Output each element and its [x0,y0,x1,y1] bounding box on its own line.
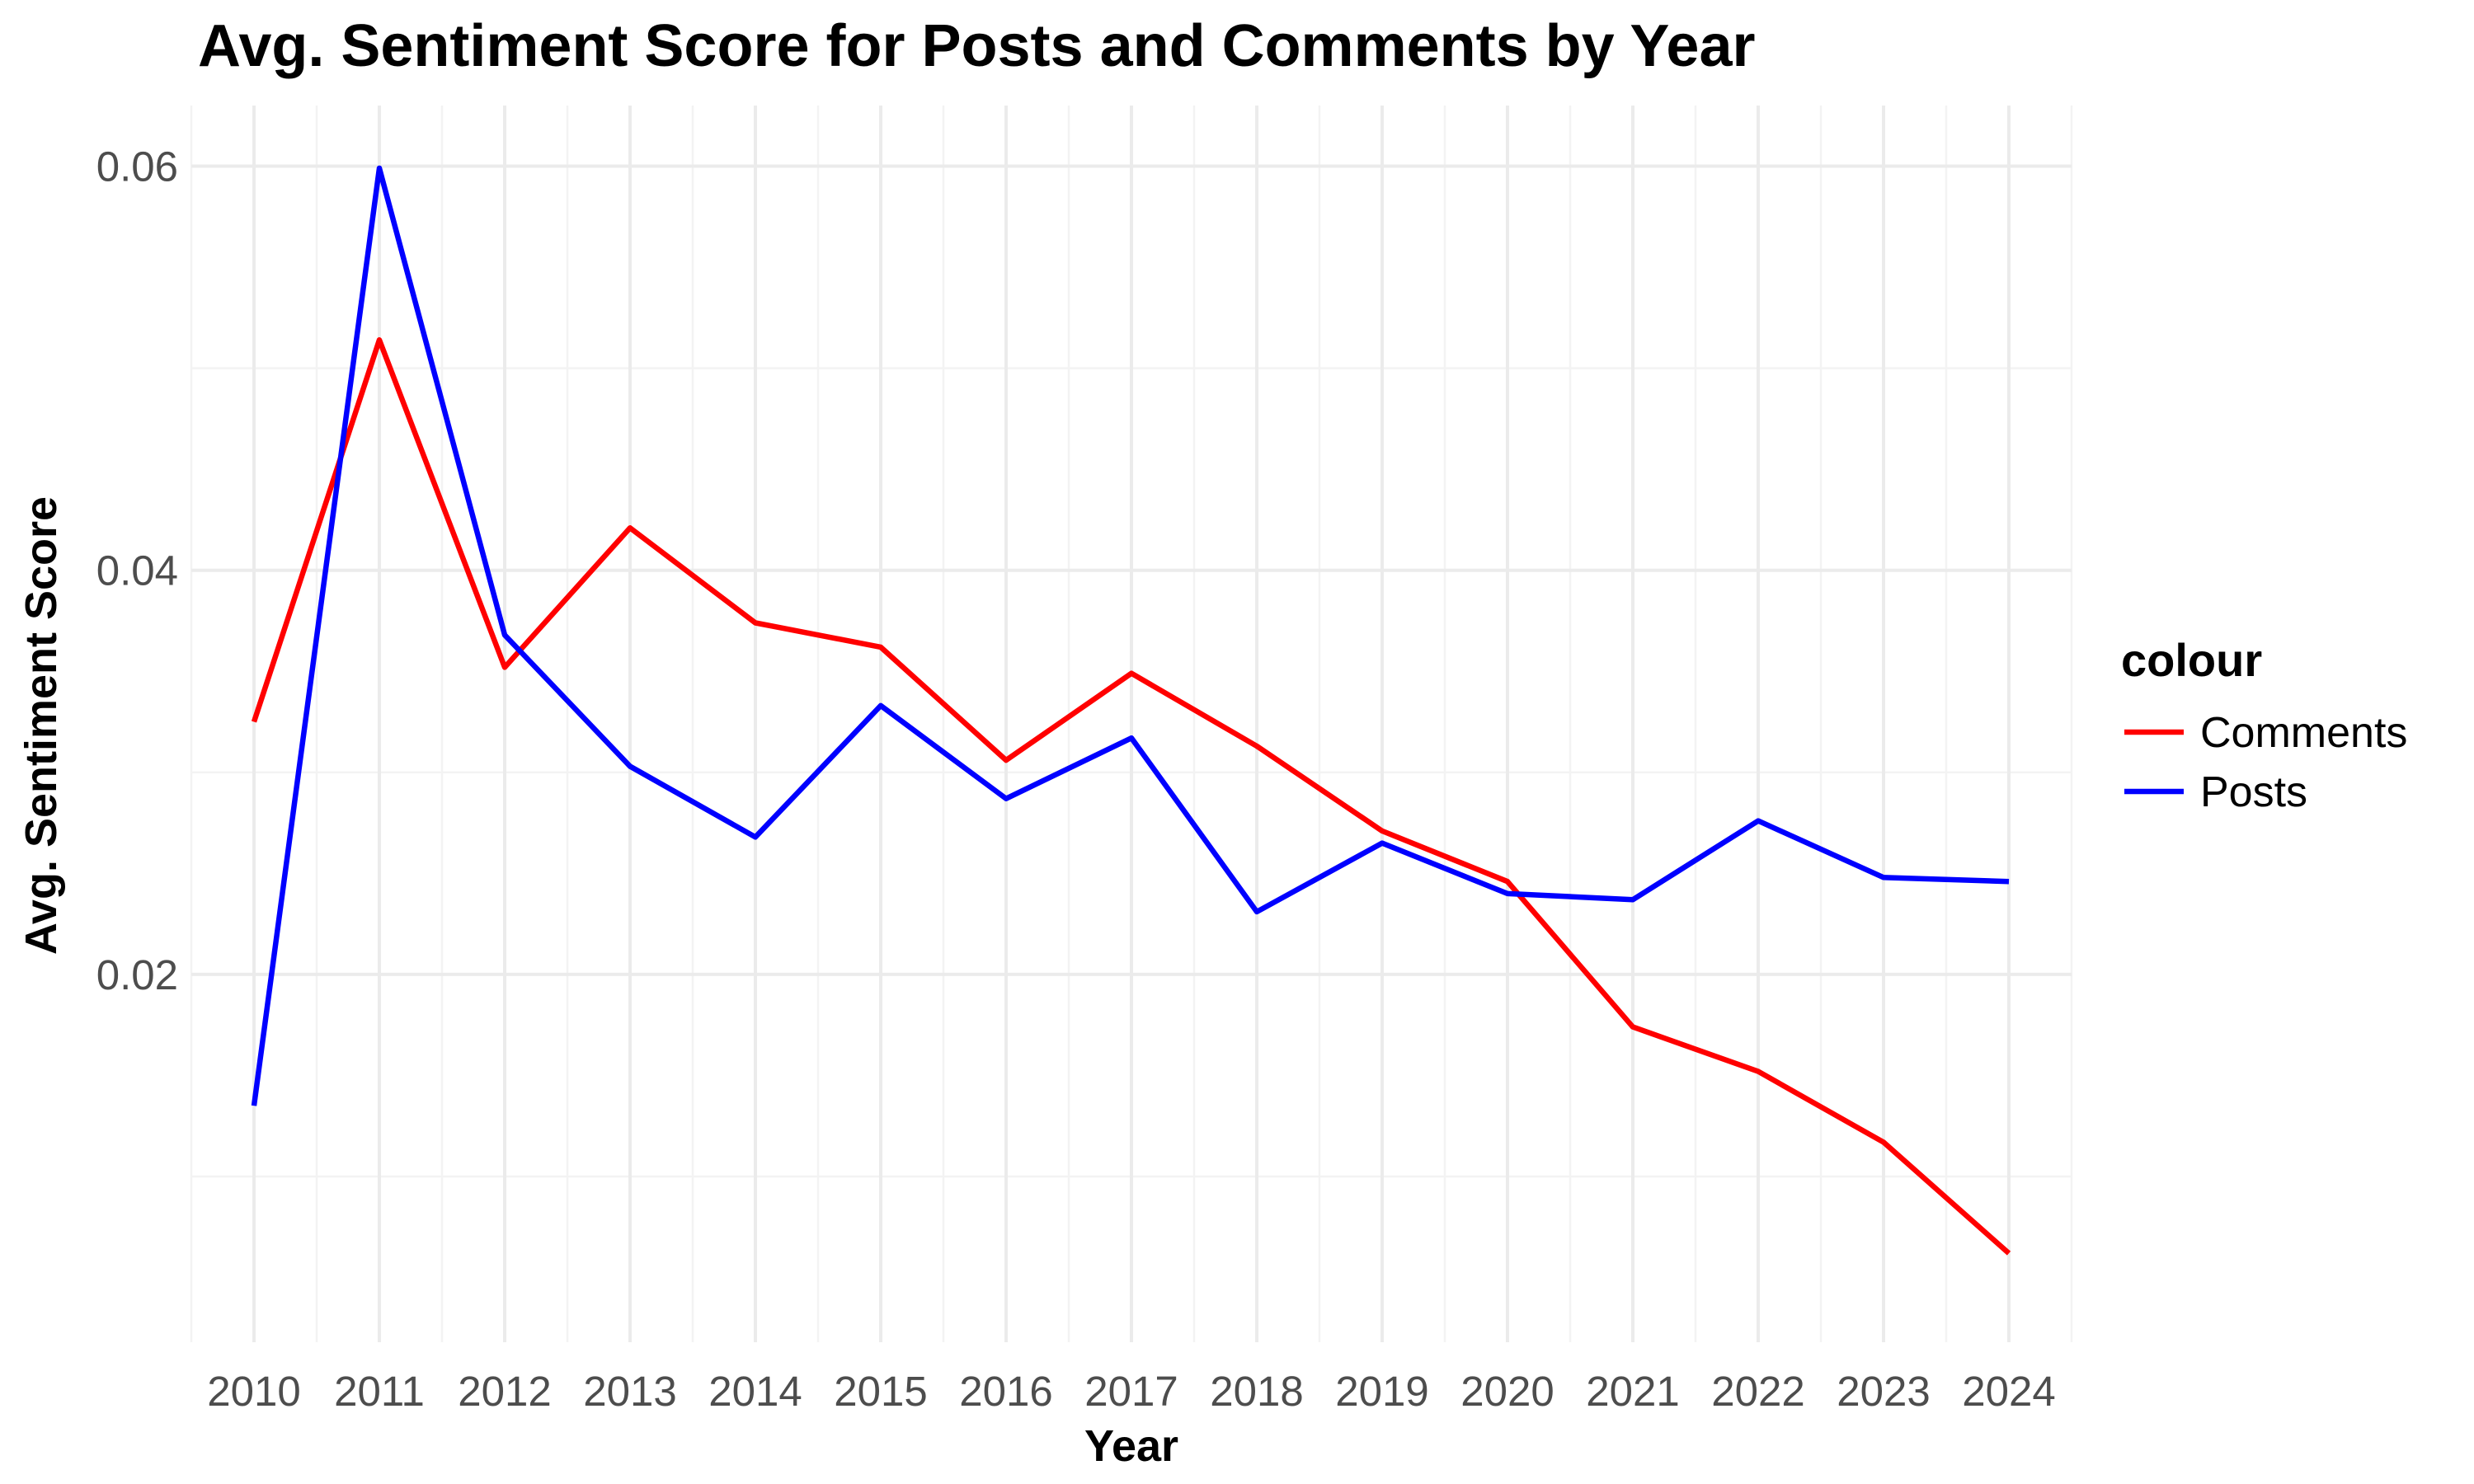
x-tick-label: 2022 [1711,1368,1804,1415]
x-tick-label: 2010 [207,1368,300,1415]
y-tick-label: 0.04 [96,547,178,594]
x-tick-label: 2023 [1837,1368,1930,1415]
x-tick-label: 2012 [458,1368,551,1415]
x-tick-label: 2019 [1335,1368,1428,1415]
legend-title: colour [2121,634,2262,686]
x-tick-label: 2018 [1210,1368,1303,1415]
plot-series [251,165,2011,1256]
series-line-comments [251,337,2011,1256]
y-tick-label: 0.02 [96,951,178,998]
x-tick-label: 2013 [583,1368,676,1415]
y-axis-title: Avg. Sentiment Score [16,496,66,955]
x-tick-label: 2011 [334,1368,425,1415]
series-line-posts [251,165,2010,1106]
legend: colour Comments Posts [2121,634,2407,816]
y-axis-ticks: 0.02 0.04 0.06 [96,143,178,998]
legend-label-comments: Comments [2200,709,2407,757]
plot-grid [190,106,2073,1342]
x-tick-label: 2020 [1460,1368,1554,1415]
x-tick-label: 2014 [708,1368,802,1415]
legend-items: Comments Posts [2124,709,2407,816]
x-tick-label: 2021 [1586,1368,1679,1415]
legend-label-posts: Posts [2200,768,2307,816]
y-tick-label: 0.06 [96,143,178,190]
x-tick-label: 2015 [834,1368,927,1415]
x-tick-label: 2016 [959,1368,1052,1415]
chart-title: Avg. Sentiment Score for Posts and Comme… [198,13,1756,79]
x-axis-title: Year [1084,1421,1178,1471]
x-tick-label: 2024 [1962,1368,2055,1415]
x-tick-label: 2017 [1084,1368,1178,1415]
x-axis-ticks: 2010 2011 2012 2013 2014 2015 2016 2017 2018 2019… [207,1368,2055,1415]
